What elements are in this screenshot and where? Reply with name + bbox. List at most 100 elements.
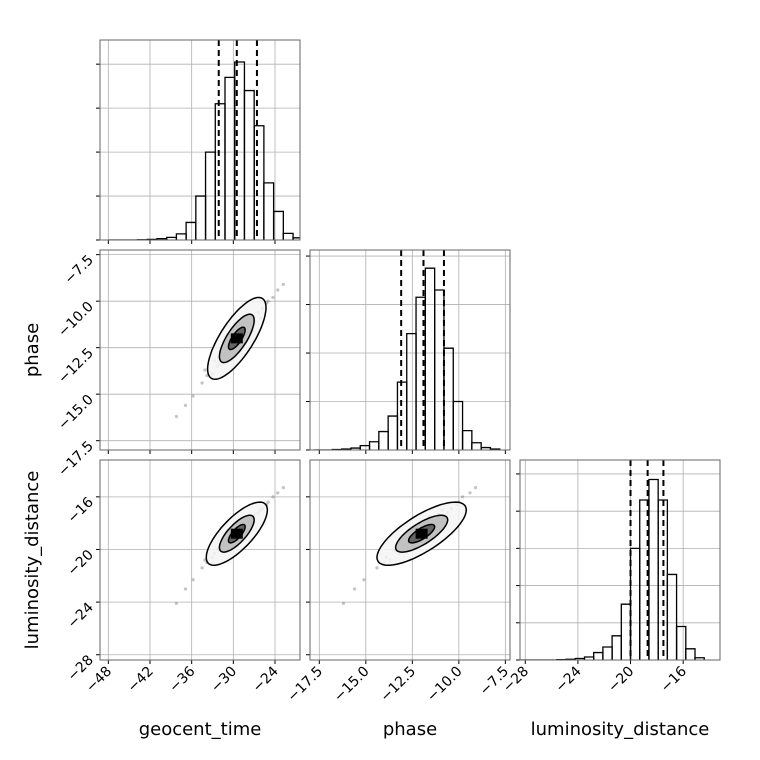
sample-point [271, 495, 275, 499]
sample-point [353, 587, 357, 591]
sample-point [200, 566, 204, 570]
histogram-bin [694, 657, 705, 660]
sample-point [362, 578, 366, 582]
histogram-bin [629, 547, 641, 660]
panel-content [310, 460, 510, 660]
histogram-bin [359, 444, 371, 450]
x-tick-label: −15.0 [331, 664, 373, 706]
histogram-bin [611, 635, 622, 660]
sample-point [266, 299, 270, 303]
histogram-bin [214, 103, 226, 240]
histogram-bin [666, 573, 678, 660]
panel: −17.5−15.0−12.5−10.0−7.5 [284, 459, 512, 706]
histogram-bin [243, 89, 255, 240]
sample-point [183, 587, 188, 591]
sample-point [271, 295, 275, 300]
y-axis-label: phase [22, 323, 43, 377]
panel-content [100, 40, 300, 240]
panel-content [100, 460, 300, 660]
sample-point [174, 414, 178, 419]
sample-point [468, 491, 472, 495]
y-tick-label: −12.5 [55, 345, 97, 387]
x-tick-label: −30 [208, 664, 240, 696]
density-peak [230, 528, 243, 539]
histogram-bin [648, 478, 659, 660]
panel-frame [99, 39, 301, 241]
histogram-bin [461, 429, 473, 450]
histogram-bin [387, 415, 399, 450]
sample-point [276, 491, 280, 495]
panel-content [100, 250, 300, 450]
sample-point [281, 486, 285, 490]
sample-point [174, 601, 178, 606]
sample-point [281, 282, 285, 287]
histogram-bin [593, 651, 604, 660]
panel-frame [99, 249, 301, 451]
sample-point [460, 495, 465, 499]
histogram-bin [602, 646, 613, 660]
sample-point [183, 403, 188, 407]
y-tick-label: −7.5 [61, 252, 96, 287]
panel-frame [519, 459, 721, 661]
x-tick-label: −12.5 [378, 664, 420, 706]
histogram-bin [195, 195, 207, 240]
histogram-bin [292, 237, 300, 240]
y-tick-label: −10.0 [55, 299, 97, 341]
y-axis-label: luminosity_distance [22, 471, 43, 650]
histogram-bin [471, 442, 482, 450]
sample-point [203, 368, 207, 372]
histogram-bin [443, 347, 454, 450]
sample-point [375, 566, 379, 570]
histogram-bin [685, 648, 696, 660]
sample-point [205, 373, 209, 378]
sample-point [191, 578, 195, 582]
panel [306, 249, 511, 454]
panel-content [310, 250, 510, 450]
density-peak [230, 333, 243, 344]
histogram-bin [452, 400, 464, 450]
histogram-bin [175, 233, 187, 240]
x-tick-label: −36 [166, 663, 198, 695]
panel [96, 39, 301, 244]
sample-point [266, 500, 270, 504]
x-tick-label: −20 [605, 664, 637, 696]
panel: −28 −24 −20 −16 [500, 459, 721, 696]
histogram-bin [253, 125, 265, 240]
x-axis-label: phase [383, 719, 437, 740]
histogram-bin [282, 232, 294, 240]
histogram-bin [434, 289, 445, 450]
sample-point [341, 601, 346, 606]
x-tick-label: −24 [250, 663, 282, 695]
histogram-bin [185, 221, 197, 240]
histogram-bin [406, 332, 417, 450]
x-tick-label: −16 [658, 663, 690, 695]
sample-point [473, 486, 478, 490]
panel-frame [309, 249, 511, 451]
panel-frame [309, 459, 511, 661]
histogram-bin [272, 210, 284, 240]
sample-point [191, 394, 195, 398]
panel: −17.5−15.0 −12.5−10.0 −7.5 [55, 249, 301, 480]
histogram-bin [620, 603, 632, 660]
x-tick-label: −42 [125, 664, 157, 696]
histogram-bin [378, 430, 389, 450]
panel-frame [99, 459, 301, 661]
x-tick-label: −24 [553, 663, 585, 695]
y-tick-label: −16 [65, 494, 97, 526]
y-tick-label: −15.0 [55, 392, 97, 434]
histogram-bin [424, 267, 436, 450]
y-tick-label: −17.5 [55, 438, 97, 480]
histogram-bin [368, 441, 380, 450]
x-tick-label: −10.0 [424, 664, 466, 706]
panel-content [520, 460, 720, 660]
y-tick-label: −24 [65, 600, 97, 632]
panel: −48 −42 −36 −30 −24−28−24−20−16 [65, 459, 301, 696]
histogram-bin [675, 625, 687, 660]
sample-point [200, 381, 204, 385]
x-tick-label: −17.5 [284, 664, 326, 706]
x-axis-label: geocent_time [139, 719, 262, 740]
density-peak [415, 528, 428, 539]
histogram-bin [263, 182, 275, 240]
sample-point [276, 288, 280, 292]
